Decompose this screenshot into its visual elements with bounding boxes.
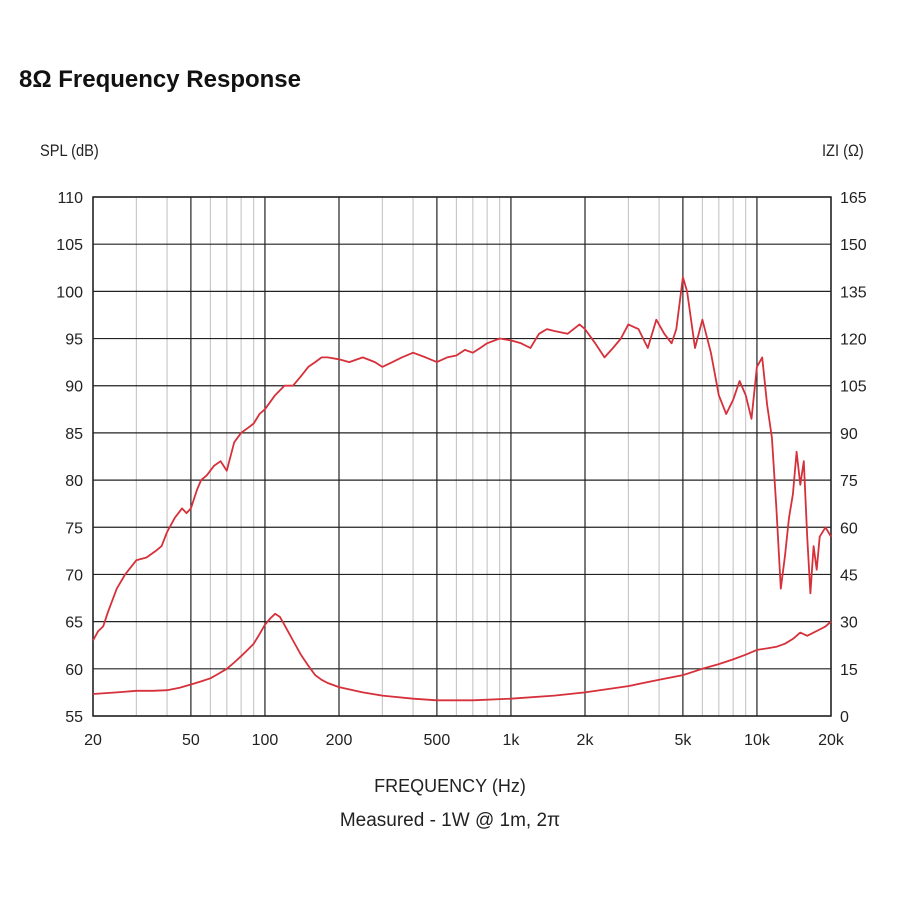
y-tick-label-right: 30	[840, 615, 858, 632]
y-tick-label-left: 60	[65, 662, 83, 679]
spl-curve	[92, 276, 832, 641]
y-tick-label-left: 95	[65, 332, 83, 349]
x-tick-label: 2k	[577, 732, 595, 749]
x-tick-label: 5k	[674, 732, 692, 749]
y-tick-label-right: 135	[840, 284, 867, 301]
y-tick-label-left: 85	[65, 426, 83, 443]
x-axis-label: FREQUENCY (Hz)	[374, 776, 526, 796]
y-tick-label-left: 65	[65, 615, 83, 632]
y-tick-label-left: 80	[65, 473, 83, 490]
y-tick-label-right: 0	[840, 709, 849, 726]
y-tick-label-left: 70	[65, 567, 83, 584]
y-axis-label-right: IZI (Ω)	[822, 141, 864, 160]
y-tick-label-left: 75	[65, 520, 83, 537]
y-tick-label-left: 90	[65, 379, 83, 396]
y-tick-label-right: 60	[840, 520, 858, 537]
y-tick-label-right: 105	[840, 379, 867, 396]
x-tick-label: 20	[84, 732, 102, 749]
y-tick-label-left: 110	[57, 190, 83, 207]
measurement-note: Measured - 1W @ 1m, 2π	[339, 810, 561, 831]
y-tick-label-left: 55	[65, 709, 83, 726]
chart-title: 8Ω Frequency Response	[19, 66, 301, 93]
x-tick-label: 500	[424, 732, 451, 749]
x-tick-label: 200	[326, 732, 353, 749]
y-tick-label-right: 15	[840, 662, 858, 679]
y-tick-label-right: 150	[840, 237, 867, 254]
x-tick-label: 100	[252, 732, 279, 749]
grid	[92, 196, 832, 717]
x-tick-label: 10k	[744, 732, 771, 749]
y-tick-label-right: 45	[840, 567, 858, 584]
y-tick-label-right: 90	[840, 426, 858, 443]
x-tick-label: 50	[182, 732, 200, 749]
y-tick-label-right: 120	[840, 332, 867, 349]
tick-labels: 20 50 100 200 500 1k 2k 5k 10k 20k 110 105 100 95 90 85…	[56, 190, 867, 749]
plot-frame	[92, 196, 832, 717]
impedance-curve	[92, 612, 832, 702]
x-tick-label: 1k	[502, 732, 520, 749]
y-tick-label-right: 75	[840, 473, 858, 490]
series-layer	[92, 276, 832, 702]
x-tick-label: 20k	[818, 732, 845, 749]
y-tick-label-left: 100	[56, 284, 83, 301]
y-tick-label-right: 165	[840, 190, 867, 207]
y-axis-label-left: SPL (dB)	[40, 141, 99, 160]
y-tick-label-left: 105	[56, 237, 83, 254]
